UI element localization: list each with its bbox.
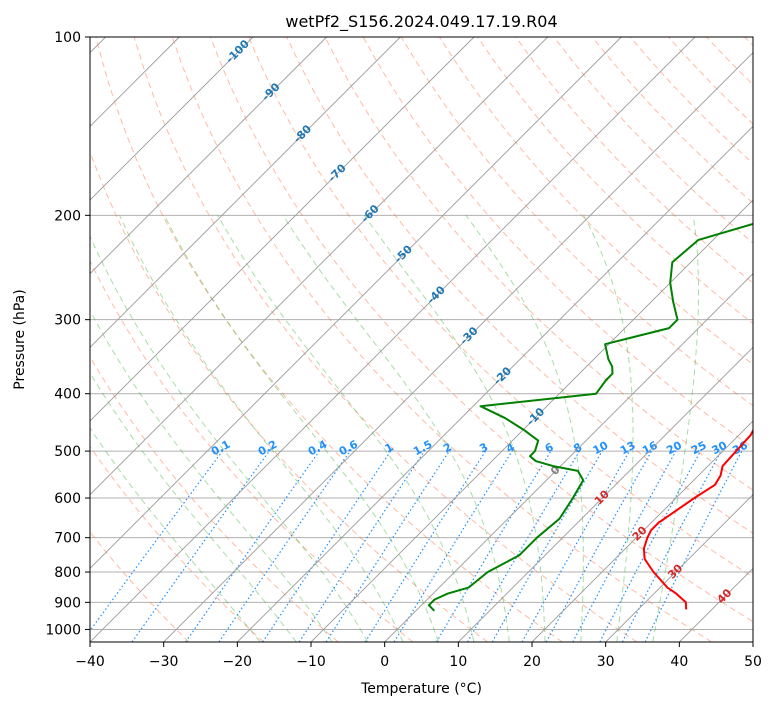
dry-adiabat-line	[133, 37, 638, 642]
mixing-ratio-label: 16	[640, 439, 660, 458]
profile-lines	[427, 222, 753, 612]
mixing-ratio-line	[364, 448, 488, 642]
isotherm-line	[90, 37, 696, 642]
isotherm-line	[90, 37, 475, 422]
mixing-ratio-line	[90, 448, 225, 632]
mixing-ratio-line	[262, 448, 393, 642]
dry-adiabat-line	[171, 37, 712, 642]
moist-adiabat-line	[90, 427, 261, 642]
isotherms	[90, 37, 753, 642]
isotherm-line	[310, 199, 753, 642]
moist-adiabats	[90, 215, 699, 642]
x-tick-label: 20	[523, 654, 541, 670]
x-tick-label: 0	[380, 654, 389, 670]
isotherm-line	[458, 346, 753, 642]
isotherm-line	[605, 494, 753, 642]
moist-adiabat-line	[583, 215, 634, 642]
mixing-ratio-line	[298, 448, 427, 642]
mixing-ratio-line	[393, 448, 515, 642]
dry-adiabat-line	[210, 37, 753, 623]
moist-adiabat-line	[90, 371, 297, 642]
isotherm-line	[384, 273, 753, 642]
y-tick-label: 500	[54, 444, 81, 460]
isotherm-line	[90, 37, 622, 569]
y-axis-label: Pressure (hPa)	[12, 289, 28, 389]
dry-adiabat-line	[90, 445, 264, 642]
y-tick-label: 600	[54, 491, 81, 507]
x-axis-label: Temperature (°C)	[360, 681, 482, 697]
moist-adiabat-line	[364, 215, 546, 642]
isotherm-line	[90, 37, 327, 275]
y-tick-label: 300	[54, 313, 81, 329]
moist-adiabat-line	[217, 215, 475, 642]
dry-adiabat-line	[248, 37, 753, 578]
x-tick-label: −20	[223, 654, 253, 670]
x-tick-label: −10	[296, 654, 326, 670]
dry-adiabat-line	[515, 37, 753, 284]
isotherm-line	[237, 125, 753, 642]
dry-adiabat-line	[286, 37, 753, 534]
dry-adiabats	[90, 37, 753, 642]
x-tick-label: −40	[75, 654, 105, 670]
dry-adiabat-line	[95, 37, 563, 642]
x-tick-label: 40	[670, 654, 688, 670]
moist-adiabat-line	[119, 215, 404, 642]
mixing-ratio-label: 30	[710, 439, 730, 458]
y-tick-label: 100	[54, 30, 81, 46]
y-tick-label: 200	[54, 208, 81, 224]
isotherm-line	[90, 37, 254, 201]
isotherm-line	[163, 52, 753, 642]
mixing-ratio-line	[466, 448, 582, 642]
mixing-ratio-line	[599, 448, 703, 642]
dewpoint-profile-line	[427, 222, 753, 612]
dry-adiabat-line	[324, 37, 753, 491]
mixing-ratio-label: 10	[591, 438, 611, 457]
mixing-ratio-line	[572, 448, 678, 642]
mixing-ratio-label: 25	[689, 439, 709, 458]
x-tick-label: 30	[597, 654, 615, 670]
x-tick-label: −30	[149, 654, 179, 670]
isotherm-line	[531, 420, 753, 642]
plot-frame	[89, 36, 754, 643]
mixing-ratio-line	[325, 448, 452, 642]
moist-adiabat-line	[163, 215, 439, 642]
mixing-ratio-line	[218, 448, 353, 642]
y-tick-label: 700	[54, 531, 81, 547]
moist-adiabat-line	[90, 309, 333, 642]
isotherm-line	[90, 37, 548, 496]
x-tick-label: 10	[449, 654, 467, 670]
pressure-gridlines	[90, 37, 753, 630]
mixing-ratio-line	[491, 448, 605, 642]
mixing-ratio-line	[185, 448, 322, 642]
mixing-ratio-label: 20	[664, 438, 684, 457]
isotherm-line	[90, 37, 401, 348]
axes: −40 −30 −20 −10 0 10 20 30 40 50 100 200 300 400 500 60…	[45, 30, 762, 670]
moist-adiabat-line	[652, 215, 699, 642]
x-tick-label: 50	[744, 654, 762, 670]
mixing-ratio-label: 13	[618, 439, 638, 458]
mixing-ratio-line	[131, 448, 272, 642]
dry-adiabat-line	[90, 356, 339, 642]
y-tick-label: 1000	[45, 622, 81, 638]
moist-adiabat-line	[282, 215, 510, 642]
mixing-ratio-line	[621, 448, 723, 642]
moist-adiabat-line	[90, 235, 369, 642]
chart-title: wetPf2_S156.2024.049.17.19.R04	[285, 12, 557, 32]
dry-adiabat-line	[90, 259, 414, 642]
moist-adiabat-line	[465, 215, 584, 642]
y-tick-label: 900	[54, 595, 81, 611]
temperature-profile-line	[642, 428, 753, 610]
y-tick-label: 400	[54, 387, 81, 403]
y-tick-label: 800	[54, 565, 81, 581]
